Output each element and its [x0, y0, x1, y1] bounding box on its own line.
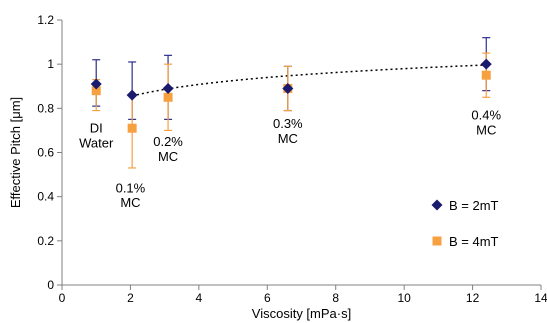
data-point-diamond	[90, 78, 102, 90]
x-tick-label: 2	[127, 291, 134, 305]
x-tick-label: 0	[59, 291, 66, 305]
error-bars	[92, 37, 491, 169]
annotation-label: 0.3% MC	[273, 116, 303, 146]
y-tick-label: 1	[47, 57, 54, 71]
annotation-label: 0.1% MC	[116, 180, 146, 210]
x-tick-label: 4	[196, 291, 203, 305]
x-tick-label: 10	[397, 291, 411, 305]
legend: B = 2mT B = 4mT	[431, 198, 499, 249]
legend-square-marker	[432, 236, 442, 246]
data-point-diamond	[480, 58, 492, 70]
y-tick-label: 0.8	[37, 101, 54, 115]
data-point-diamond	[282, 82, 294, 94]
data-markers	[90, 58, 492, 133]
y-tick-label: 1.2	[37, 13, 54, 27]
annotation-label: DI Water	[79, 121, 114, 151]
legend-label-b-2mt: B = 2mT	[449, 198, 499, 213]
data-point-square	[481, 70, 491, 80]
data-point-square	[91, 86, 101, 96]
legend-diamond-marker	[431, 199, 443, 211]
x-tick-label: 8	[332, 291, 339, 305]
legend-item-b-2mt: B = 2mT	[431, 198, 499, 213]
x-tick-label: 12	[466, 291, 480, 305]
x-axis-title: Viscosity [mPa·s]	[252, 306, 351, 321]
y-tick-label: 0	[47, 278, 54, 292]
y-ticks: 0 0.2 0.4 0.6 0.8 1 1.2	[37, 13, 62, 292]
x-tick-label: 14	[534, 291, 547, 305]
legend-item-b-4mt: B = 4mT	[432, 234, 499, 249]
annotation-label: 0.4% MC	[471, 107, 501, 137]
x-ticks: 0 2 4 6 8 10 12 14	[59, 285, 547, 305]
data-point-square	[127, 123, 137, 133]
data-point-square	[163, 92, 173, 102]
y-tick-label: 0.4	[37, 190, 54, 204]
y-axis-title: Effective Pitch [μm]	[8, 97, 23, 208]
y-tick-label: 0.6	[37, 146, 54, 160]
annotation-label: 0.2% MC	[153, 134, 183, 164]
y-tick-label: 0.2	[37, 234, 54, 248]
data-point-diamond	[162, 82, 174, 94]
trendline	[131, 64, 487, 97]
data-point-diamond	[126, 89, 138, 101]
legend-label-b-4mt: B = 4mT	[449, 234, 499, 249]
x-tick-label: 6	[264, 291, 271, 305]
